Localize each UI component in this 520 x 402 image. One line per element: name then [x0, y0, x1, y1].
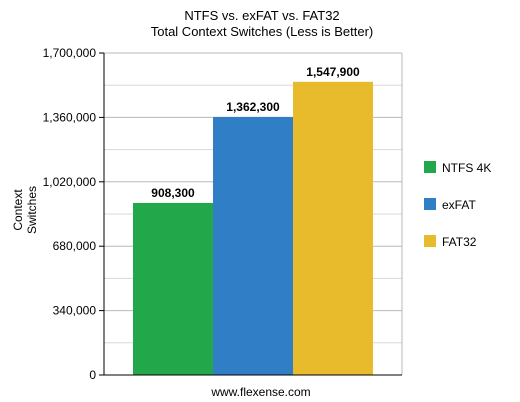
y-tick-label: 0 [89, 368, 96, 382]
y-axis-label: Context Switches [11, 186, 39, 234]
legend-swatch [424, 161, 436, 173]
bar [293, 81, 373, 375]
legend-swatch [424, 198, 436, 210]
chart-title: NTFS vs. exFAT vs. FAT32 [184, 8, 339, 23]
y-axis-label-line-2: Switches [25, 186, 39, 234]
data-label: 1,362,300 [226, 100, 280, 114]
legend: NTFS 4K exFAT FAT32 [424, 161, 491, 249]
legend-swatch [424, 235, 436, 247]
legend-label: exFAT [442, 198, 476, 212]
data-label: 908,300 [151, 186, 195, 200]
y-axis-label-line-1: Context [11, 189, 25, 231]
data-label: 1,547,900 [306, 65, 360, 79]
chart-subtitle: Total Context Switches (Less is Better) [151, 24, 374, 39]
y-tick-label: 340,000 [53, 304, 97, 318]
legend-label: FAT32 [442, 235, 477, 249]
y-tick-label: 1,360,000 [43, 110, 97, 124]
y-tick-label: 680,000 [53, 239, 97, 253]
data-labels: 908,300 1,362,300 1,547,900 [151, 65, 360, 200]
bars [133, 81, 373, 375]
x-axis-label: www.flexense.com [210, 385, 310, 399]
bar [213, 116, 293, 375]
axes [99, 52, 402, 376]
legend-label: NTFS 4K [442, 161, 491, 175]
y-tick-labels: 0 340,000 680,000 1,020,000 1,360,000 1,700,0… [43, 46, 97, 382]
y-tick-label: 1,700,000 [43, 46, 97, 60]
y-tick-label: 1,020,000 [43, 175, 97, 189]
bar [133, 202, 213, 375]
